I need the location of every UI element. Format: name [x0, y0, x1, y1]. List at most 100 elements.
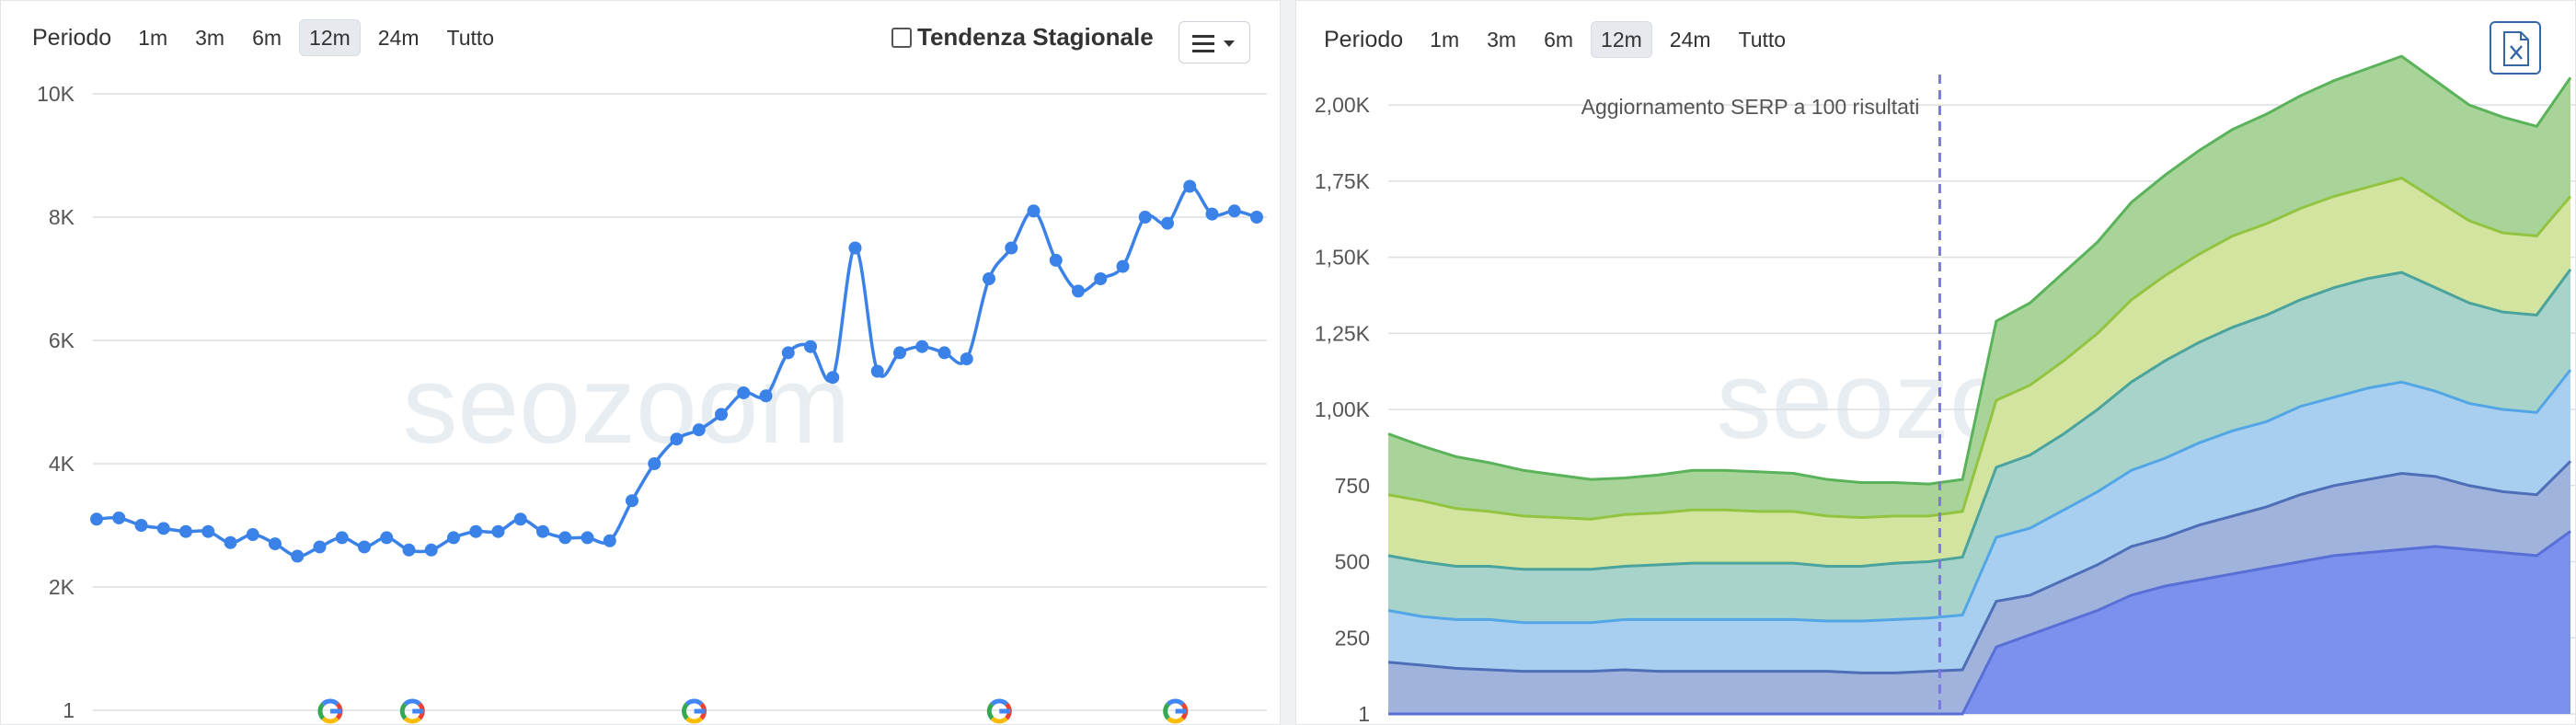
period-button-6m[interactable]: 6m — [242, 19, 293, 56]
data-point — [1116, 259, 1130, 273]
data-point — [246, 528, 259, 542]
data-point — [424, 543, 438, 557]
period-button-12m[interactable]: 12m — [299, 19, 361, 56]
period-button-1m[interactable]: 1m — [1420, 21, 1470, 58]
area-series-line-3 — [1387, 369, 2572, 625]
data-point — [447, 531, 460, 545]
data-point — [781, 346, 795, 360]
data-point — [1138, 211, 1152, 224]
data-point — [715, 408, 728, 421]
data-point — [201, 524, 215, 538]
y-tick-label: 10K — [37, 82, 75, 106]
area-series-line-2 — [1387, 460, 2572, 674]
y-tick-label: 6K — [49, 328, 75, 352]
data-point — [1094, 272, 1108, 285]
data-point — [358, 540, 371, 554]
y-tick-label: 4K — [49, 452, 75, 476]
data-point — [692, 423, 706, 437]
y-tick-label: 1 — [1358, 702, 1370, 725]
data-point — [1250, 211, 1263, 224]
data-point — [581, 531, 594, 545]
data-point — [804, 339, 817, 353]
data-point — [1227, 204, 1241, 218]
excel-export-icon — [2503, 31, 2529, 66]
area-series-3 — [1388, 370, 2570, 673]
data-point — [491, 524, 505, 538]
data-point — [291, 549, 305, 563]
excel-export-button[interactable] — [2490, 21, 2541, 75]
data-point — [848, 241, 862, 255]
google-update-icon — [682, 698, 707, 724]
data-point — [1049, 253, 1063, 267]
data-point — [513, 512, 527, 526]
caret-down-icon — [1224, 40, 1235, 47]
data-point — [380, 531, 394, 545]
period-button-all[interactable]: Tutto — [436, 19, 505, 56]
data-point — [937, 346, 951, 360]
y-tick-label: 1,50K — [1315, 246, 1371, 270]
period-label: Periodo — [32, 24, 112, 51]
data-point — [1027, 204, 1041, 218]
google-update-icon — [317, 698, 343, 724]
google-update-icon — [1163, 698, 1189, 724]
y-tick-label: 1,00K — [1315, 397, 1371, 421]
area-series-5 — [1388, 178, 2570, 570]
hamburger-menu-icon — [1192, 35, 1214, 57]
data-point — [1072, 284, 1085, 298]
period-button-3m[interactable]: 3m — [185, 19, 236, 56]
data-point — [870, 364, 884, 378]
data-point — [558, 531, 572, 545]
data-point — [112, 511, 126, 524]
data-point — [134, 519, 148, 532]
period-button-3m[interactable]: 3m — [1477, 21, 1527, 58]
keywords-stacked-area-chart: seozoom2,00K1,75K1,50K1,25K1,00K75050025… — [1315, 54, 2575, 725]
data-point — [737, 386, 751, 399]
area-series-1 — [1388, 531, 2570, 714]
data-point — [1183, 179, 1197, 193]
left-period-toolbar: Periodo 1m 3m 6m 12m 24m Tutto — [32, 19, 505, 56]
y-tick-label: 2K — [49, 575, 75, 599]
right-panel: Periodo 1m 3m 6m 12m 24m Tutto seozoom 2,… — [1295, 0, 2576, 725]
period-button-1m[interactable]: 1m — [128, 19, 178, 56]
data-point — [603, 534, 616, 547]
data-point — [759, 389, 773, 403]
seasonal-checkbox[interactable] — [891, 27, 912, 48]
area-series-line-5 — [1387, 176, 2572, 521]
seasonal-label: Tendenza Stagionale — [917, 23, 1154, 51]
data-point — [179, 524, 192, 538]
annotation-label: Aggiornamento SERP a 100 risultati — [1581, 95, 1920, 119]
data-point — [156, 522, 170, 535]
period-button-6m[interactable]: 6m — [1534, 21, 1584, 58]
data-point — [670, 432, 684, 446]
data-point — [648, 457, 661, 470]
period-button-24m[interactable]: 24m — [367, 19, 430, 56]
visits-line-chart: seozoom 10K 8K 6K 4K 2K 1 — [37, 82, 1267, 724]
period-button-24m[interactable]: 24m — [1659, 21, 1721, 58]
watermark: seozoom — [403, 343, 851, 466]
data-point — [1205, 207, 1219, 221]
data-point — [313, 540, 327, 554]
y-tick-label: 8K — [49, 205, 75, 229]
data-point — [402, 543, 416, 557]
area-series-line-6 — [1387, 54, 2572, 486]
data-point — [983, 272, 995, 285]
google-update-icon — [399, 698, 425, 724]
data-point — [90, 512, 103, 526]
y-tick-label: 250 — [1335, 626, 1370, 650]
y-tick-label: 1,75K — [1315, 169, 1371, 193]
y-tick-label: 1 — [63, 698, 75, 722]
data-point — [626, 494, 638, 508]
period-button-12m[interactable]: 12m — [1591, 21, 1652, 58]
area-series-4 — [1388, 269, 2570, 623]
data-point — [335, 531, 349, 545]
data-point — [224, 535, 237, 549]
area-series-line-4 — [1387, 268, 2572, 571]
data-point — [269, 537, 282, 551]
google-update-icon — [986, 698, 1012, 724]
y-tick-label: 1,25K — [1315, 321, 1371, 345]
chart-menu-button[interactable] — [1179, 21, 1250, 63]
data-point — [536, 524, 549, 538]
right-period-toolbar: Periodo 1m 3m 6m 12m 24m Tutto — [1324, 21, 1797, 58]
seasonal-trend-toggle[interactable]: Tendenza Stagionale — [891, 23, 1154, 52]
period-button-all[interactable]: Tutto — [1728, 21, 1797, 58]
